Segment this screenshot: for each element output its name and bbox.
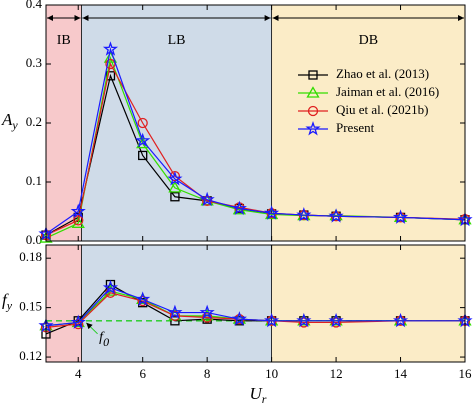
marker	[392, 209, 409, 224]
marker	[168, 181, 182, 193]
marker	[231, 200, 247, 216]
marker	[264, 312, 280, 328]
x-tick-label: 6	[139, 366, 146, 381]
axis-label-sub: y	[11, 118, 18, 132]
marker	[328, 208, 344, 223]
legend-label: Jaiman et al. (2016)	[336, 84, 439, 99]
x-tick-label: 12	[330, 366, 343, 381]
marker	[329, 314, 343, 326]
marker	[102, 41, 119, 56]
marker	[199, 191, 215, 207]
marker	[73, 215, 84, 226]
y-tick-label: 0.3	[26, 55, 42, 70]
marker	[307, 105, 319, 117]
region-label: LB	[168, 33, 186, 48]
plot-frame	[45, 244, 466, 363]
y-tick-label: 0.2	[26, 114, 42, 129]
x-tick-label: 8	[204, 366, 211, 381]
axis-label-sub: y	[6, 298, 13, 312]
marker	[199, 304, 215, 320]
marker	[306, 86, 320, 98]
marker	[169, 310, 181, 322]
region	[46, 245, 82, 362]
y-tick-label: 0.18	[19, 249, 42, 264]
y-tick-label: 0.0	[26, 232, 42, 247]
axis-label-main: f	[99, 330, 105, 345]
axis-label: Ur	[250, 384, 267, 405]
marker	[328, 312, 344, 328]
reference-arrow	[85, 322, 98, 335]
marker	[70, 314, 86, 329]
marker	[297, 314, 311, 326]
plot-frame	[45, 4, 466, 242]
marker	[170, 192, 180, 202]
marker	[392, 312, 409, 328]
marker	[305, 121, 321, 136]
marker	[167, 304, 183, 320]
marker	[264, 205, 280, 220]
series-line	[45, 292, 465, 328]
legend-label: Qiu et al. (2021b)	[336, 102, 428, 117]
region	[81, 245, 272, 362]
region-label: DB	[359, 33, 378, 48]
x-tick-label: 10	[265, 366, 278, 381]
marker	[308, 70, 318, 80]
series-line	[45, 46, 466, 235]
marker	[105, 58, 116, 70]
x-tick-label: 14	[394, 366, 408, 381]
marker	[73, 318, 84, 330]
marker	[231, 311, 247, 326]
axis-label: Ay	[1, 110, 18, 132]
axis-label: fy	[2, 290, 13, 312]
y-tick-label: 0.12	[19, 348, 42, 363]
marker	[137, 117, 148, 129]
reference-label: f0	[99, 330, 109, 349]
marker	[296, 312, 312, 328]
marker	[167, 171, 183, 186]
marker	[138, 150, 148, 161]
region	[271, 5, 465, 241]
region	[271, 245, 465, 362]
axis-label-main: f	[2, 290, 9, 309]
region-label: IB	[57, 33, 71, 48]
y-tick-label: 0.15	[19, 299, 42, 314]
y-tick-label: 0.4	[26, 0, 43, 11]
y-tick-label: 0.1	[26, 173, 42, 188]
region	[81, 5, 272, 241]
marker	[298, 317, 309, 328]
marker	[135, 291, 151, 306]
axis-label-sub: 0	[103, 335, 109, 349]
marker	[296, 207, 312, 222]
x-tick-label: 16	[459, 366, 473, 381]
axis-label-sub: r	[262, 392, 267, 405]
marker	[71, 216, 85, 228]
marker	[70, 203, 86, 218]
axis-label-main: U	[250, 384, 264, 403]
series-line	[45, 287, 465, 327]
legend-label: Present	[336, 120, 375, 135]
axis-label-main: A	[1, 110, 13, 129]
marker	[102, 279, 119, 295]
x-tick-label: 4	[75, 366, 82, 381]
region	[46, 5, 82, 241]
marker	[170, 316, 180, 326]
marker	[330, 317, 342, 328]
marker	[135, 132, 151, 148]
legend-label: Zhao et al. (2013)	[336, 66, 429, 81]
